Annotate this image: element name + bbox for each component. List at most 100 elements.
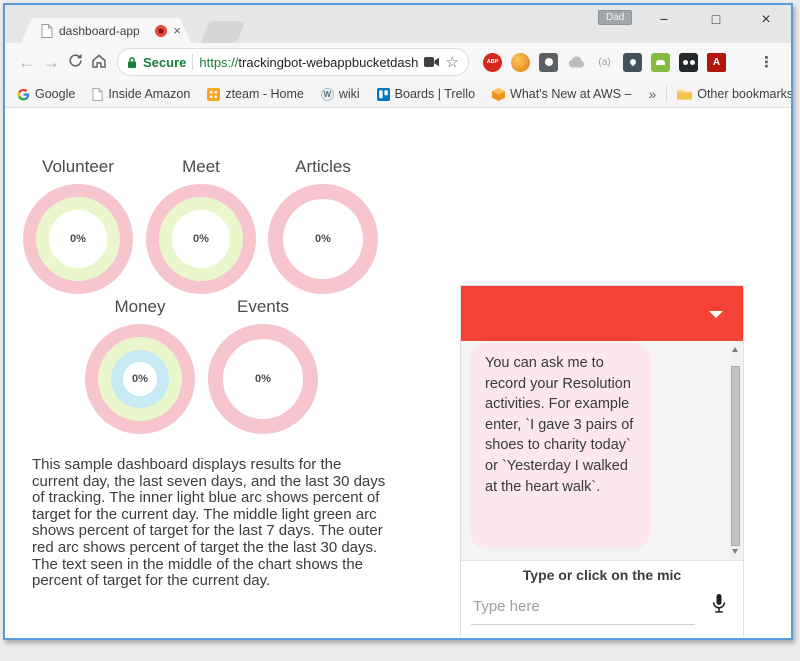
dark-square-extension-icon[interactable] bbox=[539, 52, 558, 72]
title-bar: dashboard-app × Dad − □ × bbox=[5, 5, 791, 43]
maximize-button[interactable]: □ bbox=[711, 11, 721, 27]
forward-icon[interactable]: → bbox=[42, 52, 60, 72]
document-icon bbox=[92, 87, 103, 101]
browser-toolbar: ← → Secure https://trackingbot-webappbuc… bbox=[5, 43, 791, 81]
chart-center: 0% bbox=[172, 210, 230, 268]
back-icon[interactable]: ← bbox=[18, 52, 36, 72]
green-extension-icon[interactable] bbox=[651, 52, 670, 72]
chart-value: 0% bbox=[315, 233, 331, 245]
chat-scrollbar[interactable] bbox=[730, 343, 741, 558]
other-bookmarks-label: Other bookmarks bbox=[697, 87, 793, 101]
chat-hint: Type or click on the mic bbox=[522, 567, 682, 583]
trello-icon bbox=[376, 87, 390, 101]
chatbot-widget: You can ask me to record your Resolution… bbox=[460, 285, 744, 636]
page-content: Volunteer 0% Meet 0% Articles bbox=[5, 108, 791, 636]
chart-value: 0% bbox=[255, 373, 271, 385]
microphone-icon[interactable] bbox=[709, 592, 729, 621]
bookmark-zteam-home[interactable]: zteam - Home bbox=[207, 87, 304, 101]
robot-glyph bbox=[656, 59, 665, 65]
bookmarks-divider bbox=[666, 86, 668, 102]
extension-icons: ABP (a) A bbox=[483, 52, 726, 72]
chart-title: Articles bbox=[295, 157, 351, 176]
url-text: https://trackingbot-webappbucketdash bbox=[199, 55, 417, 70]
tab-close-icon[interactable]: × bbox=[173, 23, 181, 38]
chart-center: 0% bbox=[123, 362, 157, 396]
media-camera-icon[interactable] bbox=[423, 56, 440, 68]
scroll-up-icon[interactable] bbox=[732, 347, 738, 352]
bookmark-label: zteam - Home bbox=[225, 87, 304, 101]
ring-last-30-days: 0% bbox=[146, 184, 256, 294]
bookmark-label: Inside Amazon bbox=[108, 87, 191, 101]
ring-current-day: 0% bbox=[111, 350, 169, 408]
bookmarks-right-group: » Other bookmarks bbox=[648, 86, 793, 102]
ring-last-30-days: 0% bbox=[85, 324, 195, 434]
bookmark-label: Google bbox=[35, 87, 76, 101]
other-bookmarks-button[interactable]: Other bookmarks bbox=[677, 87, 793, 101]
aws-cube-icon bbox=[492, 87, 506, 101]
ring-last-7-days: 0% bbox=[98, 337, 182, 421]
tab-dashboard-app[interactable]: dashboard-app × bbox=[21, 18, 191, 43]
chart-money: Money 0% bbox=[85, 297, 195, 434]
bookmark-inside-amazon[interactable]: Inside Amazon bbox=[92, 87, 190, 101]
new-tab-button[interactable] bbox=[200, 21, 246, 43]
bookmark-trello[interactable]: Boards | Trello bbox=[376, 87, 475, 101]
bot-message-bubble: You can ask me to record your Resolution… bbox=[469, 343, 651, 549]
bookmark-aws[interactable]: What's New at AWS – bbox=[492, 87, 631, 101]
chart-title: Volunteer bbox=[42, 157, 114, 176]
ring-last-30-days: 0% bbox=[268, 184, 378, 294]
chevron-down-icon[interactable] bbox=[709, 311, 723, 318]
url-scheme: https:// bbox=[199, 54, 239, 70]
ring-last-30-days: 0% bbox=[208, 324, 318, 434]
home-icon[interactable] bbox=[87, 52, 111, 73]
pin-extension-icon[interactable] bbox=[623, 52, 642, 72]
browser-window: dashboard-app × Dad − □ × ← → Secure htt… bbox=[3, 3, 793, 640]
chat-header[interactable] bbox=[461, 286, 743, 341]
ring-last-7-days: 0% bbox=[159, 197, 243, 281]
bookmark-label: What's New at AWS – bbox=[510, 87, 632, 101]
profile-badge[interactable]: Dad bbox=[598, 10, 633, 25]
chart-center: 0% bbox=[49, 210, 107, 268]
orange-swirl-extension-icon[interactable] bbox=[511, 52, 530, 72]
lens-right bbox=[689, 59, 695, 65]
scroll-down-icon[interactable] bbox=[732, 549, 738, 554]
chart-value: 0% bbox=[193, 233, 209, 245]
browser-menu-icon[interactable]: ⋮ bbox=[759, 54, 775, 71]
refresh-icon[interactable] bbox=[63, 52, 87, 72]
chart-center: 0% bbox=[283, 199, 363, 279]
chat-message-area: You can ask me to record your Resolution… bbox=[461, 341, 743, 561]
secure-label: Secure bbox=[143, 54, 187, 70]
recording-indicator-icon bbox=[155, 24, 168, 37]
lens-left bbox=[682, 59, 688, 65]
chart-events: Events 0% bbox=[208, 297, 318, 434]
chat-input-area: Type or click on the mic bbox=[461, 561, 743, 636]
binoculars-extension-icon[interactable] bbox=[679, 52, 698, 72]
ring-last-7-days: 0% bbox=[36, 197, 120, 281]
cloud-extension-icon[interactable] bbox=[567, 53, 586, 72]
address-bar[interactable]: Secure https://trackingbot-webappbucketd… bbox=[117, 48, 469, 76]
bookmarks-bar: Google Inside Amazon zteam - Home W wiki… bbox=[5, 81, 791, 108]
bookmark-google[interactable]: Google bbox=[17, 87, 75, 101]
chat-text-input[interactable] bbox=[471, 594, 695, 625]
ring-last-30-days: 0% bbox=[23, 184, 133, 294]
scrollbar-thumb[interactable] bbox=[731, 366, 740, 546]
dashboard-description: This sample dashboard displays results f… bbox=[32, 456, 386, 590]
bookmark-star-icon[interactable]: ☆ bbox=[445, 54, 459, 71]
chart-title: Money bbox=[114, 297, 166, 316]
chart-meet: Meet 0% bbox=[146, 157, 256, 294]
bookmark-wiki[interactable]: W wiki bbox=[320, 87, 360, 101]
amazon-assistant-icon[interactable]: (a) bbox=[598, 56, 611, 68]
page-icon bbox=[41, 23, 53, 38]
url-host: trackingbot-webappbucketdash bbox=[238, 54, 418, 70]
close-button[interactable]: × bbox=[761, 11, 771, 28]
grid-app-icon bbox=[207, 87, 221, 101]
lock-icon bbox=[128, 56, 136, 68]
adobe-acrobat-icon[interactable]: A bbox=[707, 52, 726, 72]
chart-center: 0% bbox=[223, 339, 303, 419]
adblock-plus-icon[interactable]: ABP bbox=[483, 52, 502, 72]
chart-volunteer: Volunteer 0% bbox=[23, 157, 133, 294]
wiki-icon: W bbox=[320, 87, 334, 101]
chat-input-row bbox=[471, 592, 729, 625]
bookmarks-overflow-icon[interactable]: » bbox=[648, 86, 657, 102]
chart-title: Events bbox=[237, 297, 289, 316]
minimize-button[interactable]: − bbox=[659, 11, 669, 27]
